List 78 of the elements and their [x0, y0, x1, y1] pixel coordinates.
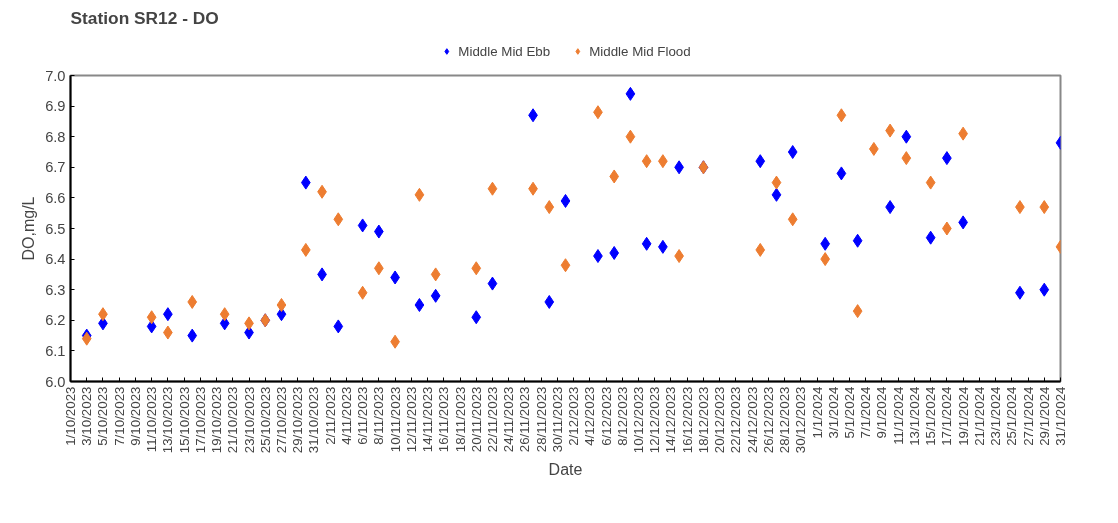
x-tick-label: 13/10/2023: [160, 386, 176, 454]
x-tick-label: 7/10/2023: [111, 386, 127, 446]
x-tick-label: 27/1/2024: [1020, 385, 1036, 446]
x-tick-label: 3/10/2023: [79, 386, 95, 446]
x-axis-title: Date: [548, 461, 583, 479]
y-tick-label: 6.1: [45, 342, 66, 359]
legend-label: Middle Mid Flood: [589, 43, 691, 59]
x-tick-label: 15/10/2023: [176, 386, 192, 454]
x-tick-label: 12/11/2023: [403, 386, 419, 453]
y-tick-label: 6.7: [45, 159, 66, 176]
x-tick-label: 1/10/2023: [63, 386, 78, 446]
x-tick-label: 31/1/2024: [1053, 385, 1068, 446]
x-tick-label: 25/10/2023: [257, 386, 273, 454]
x-tick-label: 22/11/2023: [484, 386, 500, 453]
y-tick-label: 6.8: [45, 128, 66, 145]
chart-title: Station SR12 - DO: [70, 7, 219, 28]
y-tick-label: 6.0: [45, 373, 66, 390]
y-tick-label: 6.6: [45, 189, 66, 206]
x-tick-label: 18/11/2023: [452, 386, 468, 453]
x-tick-label: 4/11/2023: [338, 386, 354, 445]
x-tick-label: 6/11/2023: [355, 386, 371, 445]
y-tick-label: 6.3: [45, 281, 66, 298]
x-tick-label: 28/11/2023: [533, 386, 549, 453]
x-tick-label: 20/12/2023: [712, 386, 728, 454]
x-tick-label: 4/12/2023: [582, 386, 598, 446]
x-tick-label: 23/1/2024: [988, 385, 1004, 446]
y-tick-label: 6.9: [45, 98, 66, 115]
x-tick-label: 21/10/2023: [225, 386, 241, 454]
x-tick-label: 16/11/2023: [436, 386, 452, 453]
x-tick-label: 18/12/2023: [695, 386, 711, 454]
x-tick-label: 16/12/2023: [679, 386, 695, 454]
y-tick-label: 6.5: [45, 220, 66, 237]
y-tick-label: 6.4: [45, 251, 66, 268]
x-tick-label: 3/1/2024: [825, 385, 841, 439]
x-tick-label: 19/1/2024: [955, 385, 971, 446]
x-tick-label: 12/12/2023: [647, 386, 663, 454]
x-tick-label: 9/10/2023: [127, 386, 143, 446]
x-tick-label: 10/12/2023: [631, 386, 647, 454]
x-tick-label: 10/11/2023: [387, 386, 403, 453]
x-tick-label: 31/10/2023: [306, 386, 322, 454]
legend-label: Middle Mid Ebb: [458, 43, 551, 59]
x-tick-label: 19/10/2023: [209, 386, 225, 454]
x-tick-label: 14/11/2023: [420, 386, 436, 453]
x-tick-label: 17/10/2023: [192, 386, 208, 454]
x-tick-label: 24/11/2023: [501, 386, 517, 453]
x-tick-label: 17/1/2024: [939, 385, 955, 446]
y-tick-label: 6.2: [45, 312, 66, 329]
x-tick-label: 30/11/2023: [549, 386, 565, 453]
x-tick-label: 11/1/2024: [890, 385, 906, 445]
x-tick-label: 23/10/2023: [241, 386, 257, 454]
x-tick-label: 14/12/2023: [663, 386, 679, 454]
y-tick-label: 7.0: [45, 67, 66, 84]
x-tick-label: 2/11/2023: [322, 386, 338, 445]
x-tick-label: 11/10/2023: [144, 386, 160, 453]
x-tick-label: 26/11/2023: [517, 386, 533, 453]
x-tick-label: 26/12/2023: [760, 386, 776, 454]
x-tick-label: 27/10/2023: [273, 386, 289, 454]
x-tick-label: 9/1/2024: [874, 385, 890, 439]
x-tick-label: 8/12/2023: [614, 386, 630, 446]
x-tick-label: 7/1/2024: [858, 385, 874, 439]
x-tick-label: 1/1/2024: [809, 385, 825, 439]
x-tick-label: 8/11/2023: [371, 386, 387, 445]
x-tick-label: 29/10/2023: [290, 386, 306, 454]
x-tick-label: 5/10/2023: [95, 386, 111, 446]
x-tick-label: 15/1/2024: [923, 385, 939, 446]
x-tick-label: 22/12/2023: [728, 386, 744, 454]
y-axis-title: DO,mg/L: [20, 196, 38, 261]
x-tick-label: 21/1/2024: [971, 385, 987, 446]
x-tick-label: 20/11/2023: [468, 386, 484, 453]
x-tick-label: 30/12/2023: [793, 386, 809, 454]
x-tick-label: 6/12/2023: [598, 386, 614, 446]
x-tick-label: 2/12/2023: [566, 386, 582, 446]
x-tick-label: 29/1/2024: [1036, 385, 1052, 446]
x-tick-label: 5/1/2024: [842, 385, 858, 439]
x-tick-label: 25/1/2024: [1004, 385, 1020, 446]
x-tick-label: 28/12/2023: [777, 386, 793, 454]
x-tick-label: 24/12/2023: [744, 386, 760, 454]
x-tick-label: 13/1/2024: [906, 385, 922, 446]
